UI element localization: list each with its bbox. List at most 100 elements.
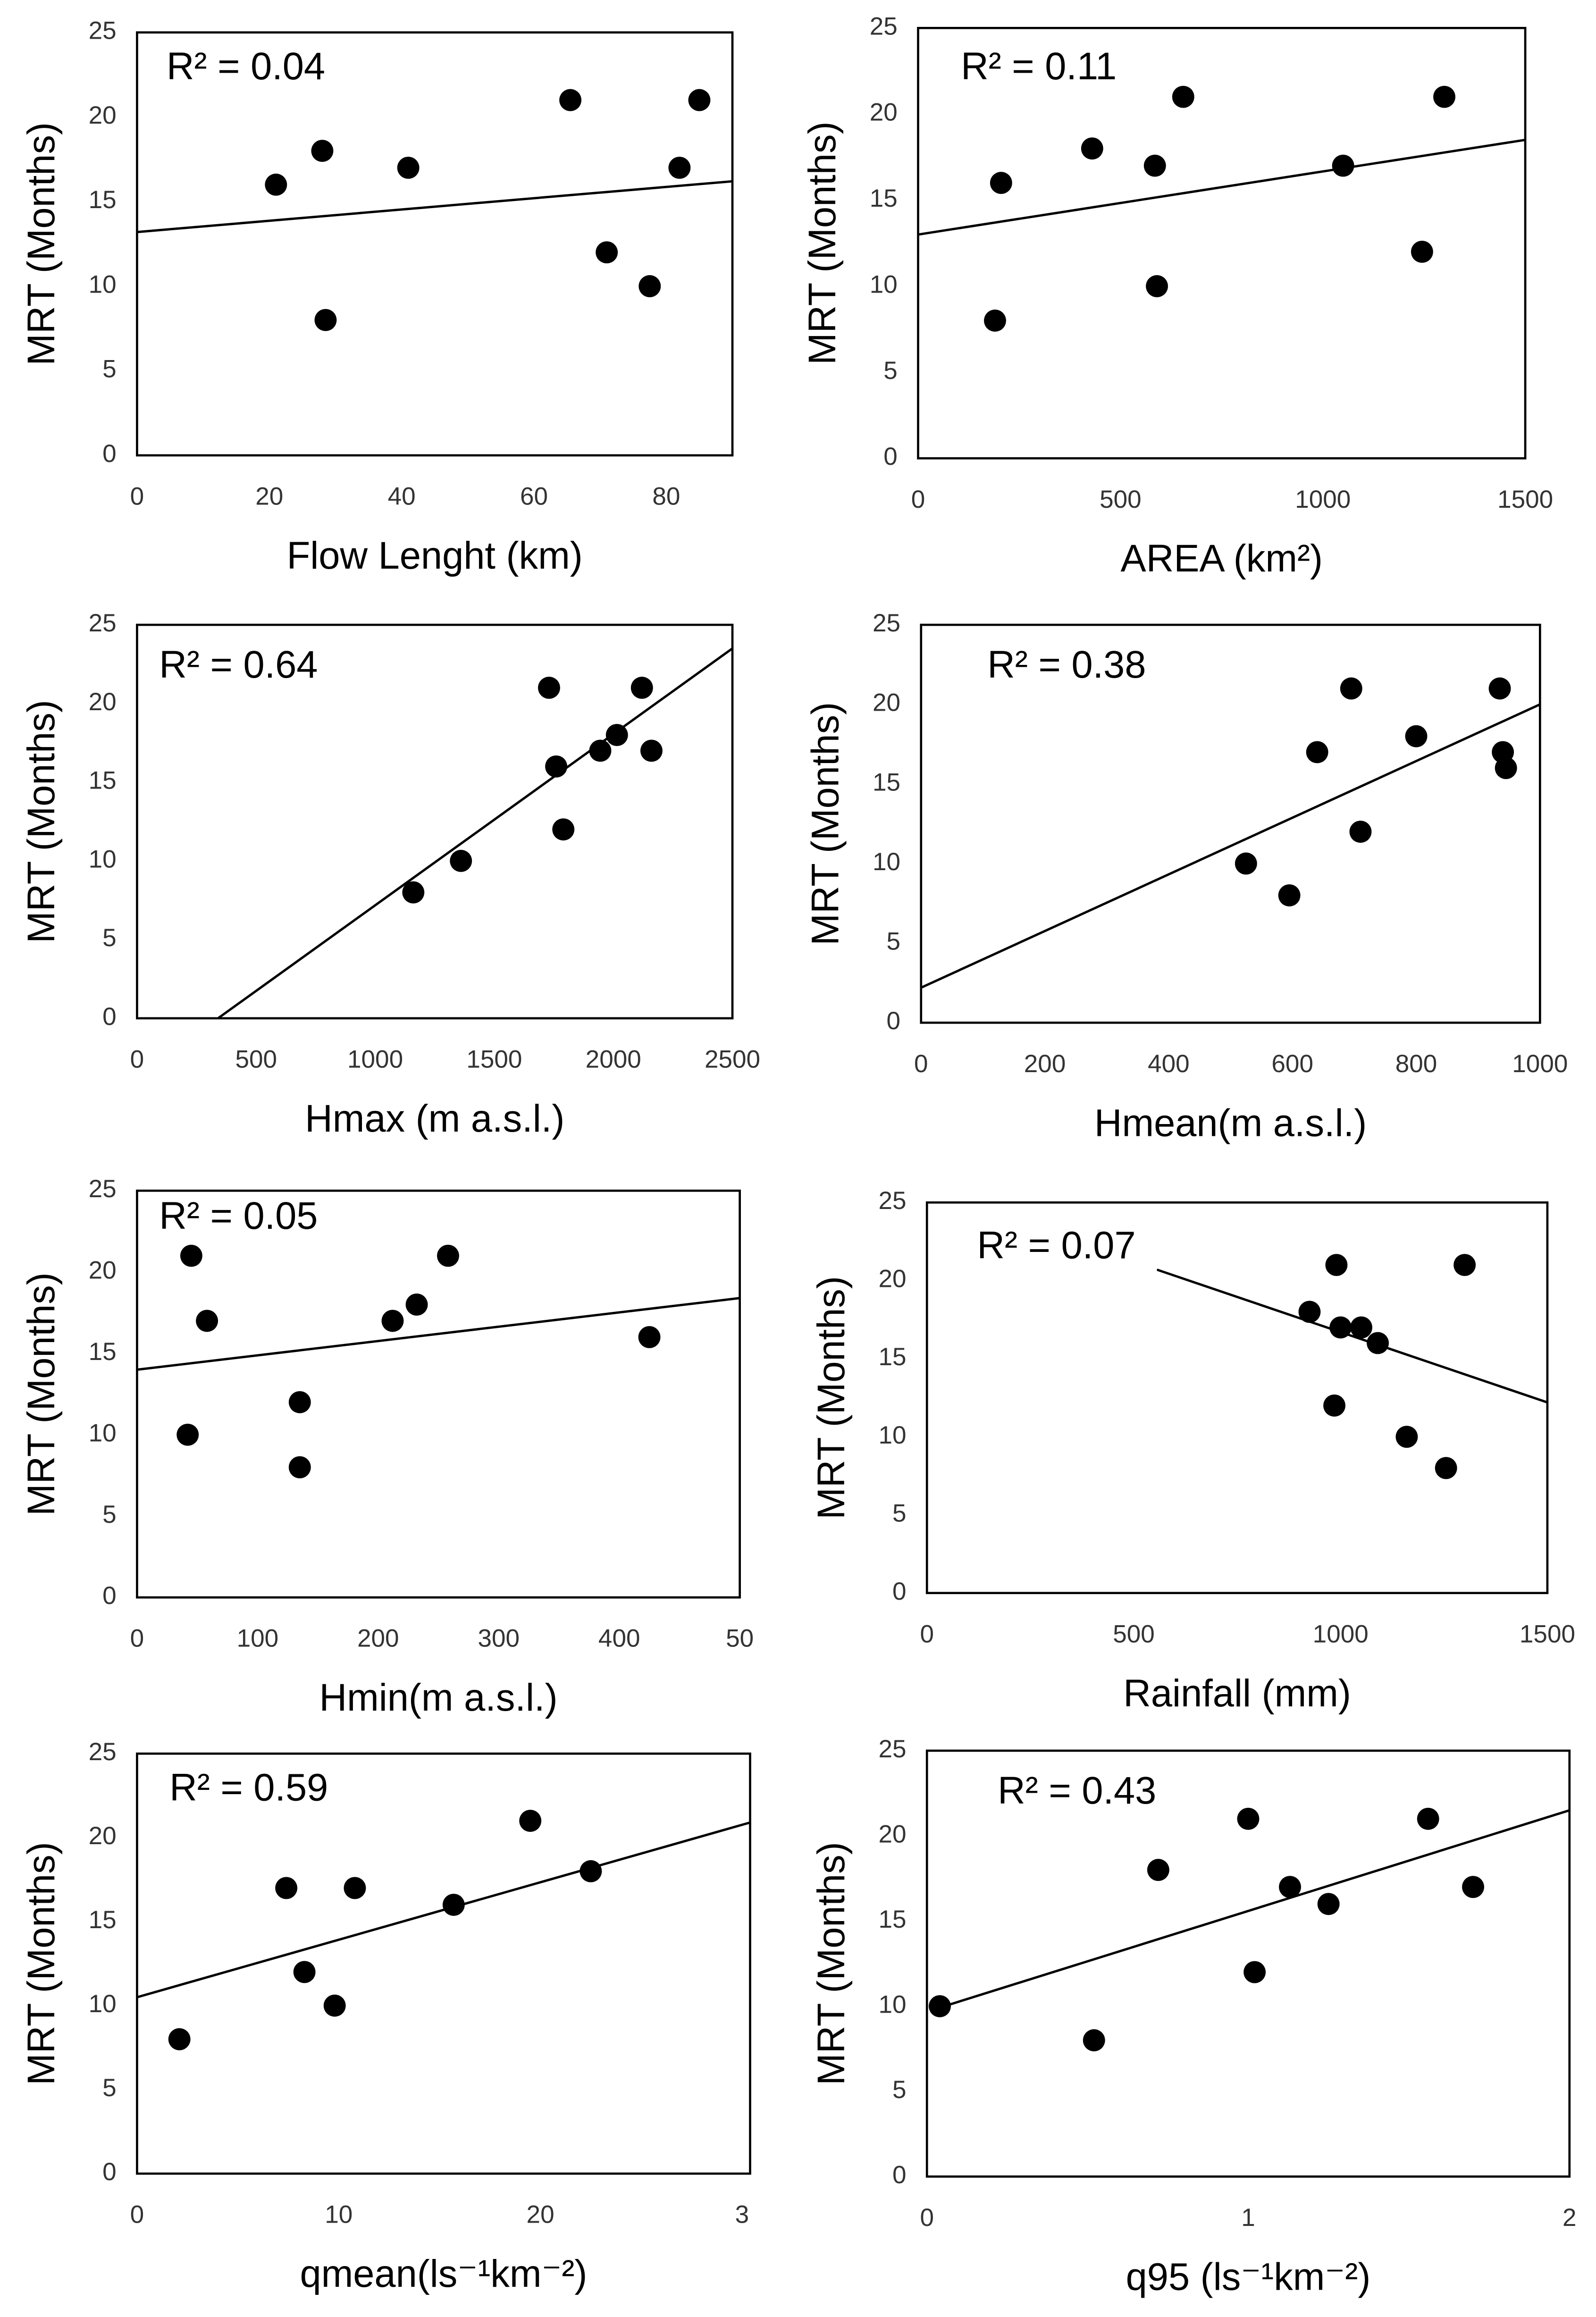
point bbox=[668, 157, 691, 179]
point bbox=[397, 157, 420, 179]
y-tick-label: 0 bbox=[887, 1007, 901, 1035]
x-tick-label: 3 bbox=[735, 2201, 749, 2229]
point bbox=[1279, 1876, 1301, 1898]
point bbox=[1323, 1394, 1345, 1417]
point bbox=[265, 173, 287, 196]
y-tick-label: 5 bbox=[887, 928, 901, 956]
panel: 0 5 10 15 20 25 0 1 2 MRT (Months) q95 (ls⁻¹km⁻²) R… bbox=[810, 1735, 1577, 2299]
point bbox=[1147, 1859, 1169, 1881]
point bbox=[1340, 677, 1362, 700]
y-tick-label: 0 bbox=[892, 1578, 907, 1605]
y-tick-label: 20 bbox=[89, 688, 117, 716]
y-tick-label: 20 bbox=[89, 101, 117, 129]
point bbox=[580, 1860, 602, 1882]
plot-frame bbox=[136, 1752, 751, 2175]
x-axis-label: Flow Lenght (km) bbox=[287, 535, 583, 577]
x-axis-label: Hmax (m a.s.l.) bbox=[305, 1098, 564, 1140]
point bbox=[402, 881, 425, 904]
r2-annotation: R² = 0.59 bbox=[169, 1767, 328, 1809]
y-tick-label: 20 bbox=[878, 1265, 906, 1293]
point bbox=[1172, 85, 1194, 108]
point bbox=[929, 1995, 951, 2017]
point bbox=[1332, 154, 1354, 177]
x-tick-label: 0 bbox=[911, 486, 925, 513]
panel: 0 5 10 15 20 25 0 500 1000 1500 2000 2500 MRT (Month… bbox=[20, 609, 760, 1140]
x-tick-label: 1 bbox=[1241, 2204, 1255, 2232]
r2-annotation: R² = 0.07 bbox=[977, 1224, 1135, 1267]
point bbox=[323, 1994, 346, 2017]
panel: 0 5 10 15 20 25 0 500 1000 1500 MRT (Months) AREA (… bbox=[801, 12, 1553, 580]
y-tick-label: 15 bbox=[89, 1906, 117, 1934]
point bbox=[1329, 1316, 1352, 1339]
y-tick-label: 10 bbox=[870, 270, 898, 298]
r2-annotation: R² = 0.05 bbox=[159, 1195, 318, 1237]
y-tick-label: 10 bbox=[873, 848, 900, 876]
point bbox=[538, 677, 560, 699]
r2-annotation: R² = 0.64 bbox=[159, 644, 318, 686]
y-tick-label: 0 bbox=[883, 443, 898, 470]
x-tick-label: 0 bbox=[130, 2201, 144, 2229]
x-tick-label: 400 bbox=[598, 1625, 640, 1653]
y-tick-label: 20 bbox=[89, 1257, 117, 1284]
y-axis-label: MRT (Months) bbox=[20, 1272, 63, 1516]
point bbox=[1395, 1426, 1418, 1448]
x-tick-label: 10 bbox=[325, 2201, 353, 2229]
y-tick-label: 20 bbox=[873, 689, 900, 717]
x-tick-label: 1000 bbox=[347, 1045, 403, 1073]
point bbox=[559, 89, 582, 111]
x-tick-label: 200 bbox=[357, 1625, 399, 1653]
plot-frame bbox=[925, 1749, 1571, 2178]
point bbox=[1143, 154, 1166, 177]
panel: 0 5 10 15 20 25 0 200 400 600 800 1000 MRT (Months) H… bbox=[804, 609, 1568, 1144]
y-tick-label: 25 bbox=[873, 609, 900, 637]
y-tick-label: 10 bbox=[89, 1990, 117, 2018]
y-tick-label: 0 bbox=[102, 2158, 117, 2186]
point bbox=[311, 140, 334, 162]
y-tick-label: 15 bbox=[870, 185, 898, 212]
point bbox=[450, 849, 472, 872]
point bbox=[630, 677, 653, 699]
point bbox=[381, 1310, 404, 1332]
point bbox=[1435, 1457, 1457, 1479]
y-tick-label: 10 bbox=[89, 270, 117, 298]
trendline bbox=[217, 647, 733, 1019]
point bbox=[293, 1961, 316, 1983]
x-tick-label: 500 bbox=[1100, 486, 1142, 513]
point bbox=[638, 1326, 661, 1348]
x-axis-label: Hmin(m a.s.l.) bbox=[319, 1677, 557, 1719]
x-tick-label: 60 bbox=[520, 483, 548, 511]
x-tick-label: 500 bbox=[235, 1045, 277, 1073]
y-tick-label: 0 bbox=[892, 2161, 907, 2189]
y-axis-label: MRT (Months) bbox=[810, 1842, 853, 2085]
point bbox=[545, 755, 568, 778]
x-tick-label: 100 bbox=[237, 1625, 279, 1653]
x-tick-label: 2500 bbox=[705, 1045, 760, 1073]
x-tick-label: 0 bbox=[130, 483, 144, 511]
point bbox=[1488, 677, 1511, 700]
plot-frame bbox=[925, 1201, 1549, 1595]
r2-annotation: R² = 0.38 bbox=[987, 644, 1146, 686]
y-tick-label: 25 bbox=[878, 1735, 906, 1763]
y-tick-label: 15 bbox=[89, 1338, 117, 1366]
point bbox=[180, 1244, 202, 1267]
y-tick-label: 15 bbox=[878, 1343, 906, 1371]
r2-annotation: R² = 0.43 bbox=[998, 1770, 1156, 1812]
x-tick-label: 20 bbox=[255, 483, 283, 511]
point bbox=[1278, 884, 1301, 907]
y-tick-label: 5 bbox=[102, 355, 117, 383]
x-tick-label: 1000 bbox=[1295, 486, 1351, 513]
y-tick-label: 15 bbox=[873, 768, 900, 796]
point bbox=[589, 739, 612, 762]
y-tick-label: 20 bbox=[89, 1822, 117, 1850]
plot-frame bbox=[136, 1189, 741, 1599]
x-tick-label: 80 bbox=[652, 483, 680, 511]
plot-frame bbox=[920, 623, 1541, 1024]
point bbox=[1411, 241, 1433, 263]
point bbox=[176, 1423, 199, 1446]
panel: 0 5 10 15 20 25 0 500 1000 1500 MRT (Months) Rainfa… bbox=[810, 1187, 1575, 1715]
y-tick-label: 25 bbox=[870, 12, 898, 40]
point bbox=[1367, 1332, 1389, 1354]
x-tick-label: 1500 bbox=[1520, 1620, 1575, 1648]
point bbox=[1081, 137, 1103, 160]
